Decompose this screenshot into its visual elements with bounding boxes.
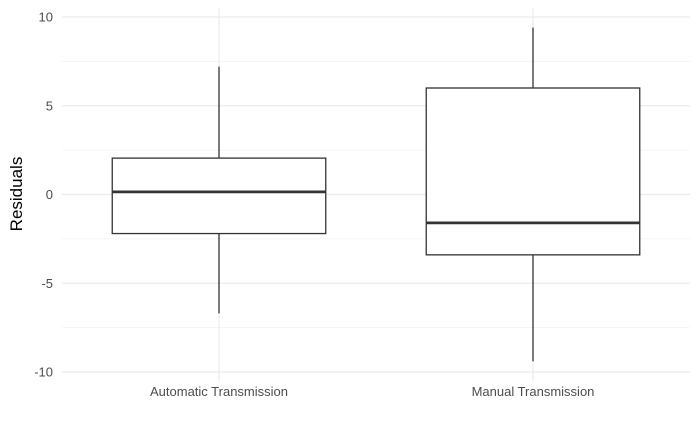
interquartile-box [425,87,641,256]
y-tick-label: 5 [46,98,53,113]
x-tick-labels: Automatic Transmission Manual Transmissio… [150,384,594,399]
interquartile-box [111,157,327,235]
x-tick-label: Manual Transmission [472,384,595,399]
y-tick-label: -5 [41,276,53,291]
x-tick-label: Automatic Transmission [150,384,288,399]
box-automatic [111,66,327,314]
y-tick-label: -10 [34,365,53,380]
y-tick-labels: 10 5 0 -5 -10 [34,10,53,380]
y-tick-label: 10 [39,10,53,25]
y-tick-label: 0 [46,187,53,202]
box-manual [425,27,641,362]
box-layer [111,27,641,362]
y-axis-title: Residuals [7,157,26,232]
